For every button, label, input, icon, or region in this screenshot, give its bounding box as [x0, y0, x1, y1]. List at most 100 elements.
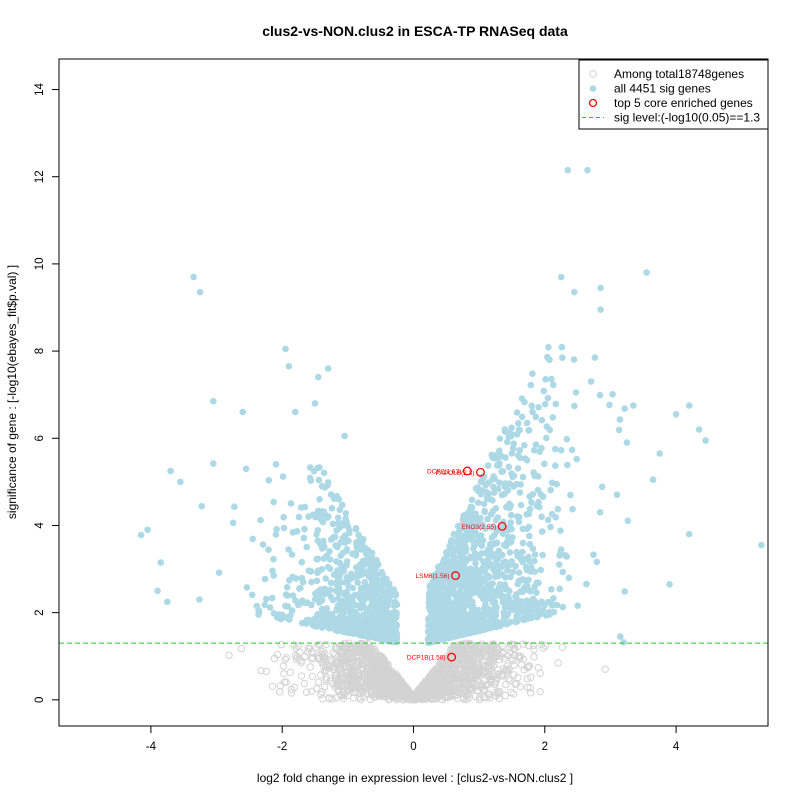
sig-point: [533, 589, 540, 596]
sig-point: [528, 499, 535, 506]
sig-point: [621, 588, 628, 595]
sig-point: [263, 595, 270, 603]
sig-point: [483, 573, 490, 581]
sig-point: [266, 604, 274, 611]
nonsig-point: [292, 644, 300, 652]
nonsig-point: [536, 687, 544, 696]
sig-point: [382, 602, 390, 609]
sig-point: [255, 608, 263, 615]
nonsig-point: [489, 672, 497, 680]
y-tick-label: 14: [34, 83, 46, 96]
sig-point: [531, 551, 539, 558]
y-tick-label: 0: [34, 697, 46, 703]
sig-point: [538, 513, 545, 521]
sig-point: [584, 166, 591, 174]
sig-point: [515, 420, 522, 427]
sig-point: [365, 573, 373, 580]
sig-point: [425, 637, 432, 644]
sig-point: [288, 551, 296, 558]
sig-point: [337, 539, 345, 546]
sig-point: [516, 489, 524, 496]
sig-point: [531, 568, 538, 576]
nonsig-point: [276, 682, 285, 690]
sig-point: [319, 518, 327, 526]
sig-point: [383, 609, 391, 616]
sig-point: [518, 603, 526, 611]
legend-label-core: top 5 core enriched genes: [614, 96, 753, 110]
nonsig-point: [320, 667, 329, 676]
sig-point: [354, 613, 361, 620]
sig-point: [348, 596, 356, 604]
sig-point: [685, 530, 693, 538]
sig-point: [447, 542, 455, 549]
sig-point: [432, 632, 440, 639]
nonsig-point: [525, 662, 534, 670]
sig-point: [495, 462, 503, 469]
legend-label-sig: all 4451 sig genes: [614, 82, 711, 96]
nonsig-point: [393, 695, 401, 704]
sig-point: [288, 607, 296, 614]
sig-point: [535, 498, 542, 506]
core-gene-point: [476, 467, 485, 477]
sig-point: [656, 450, 663, 457]
core-gene-point: [447, 652, 457, 662]
sig-point: [526, 493, 533, 500]
nonsig-point: [376, 688, 384, 696]
sig-point: [562, 552, 569, 559]
nonsig-point: [358, 645, 366, 653]
sig-point: [480, 500, 488, 508]
nonsig-point: [500, 654, 508, 663]
nonsig-point: [476, 693, 484, 702]
sig-point: [392, 590, 400, 598]
sig-point: [327, 491, 335, 498]
sig-point: [447, 579, 455, 586]
sig-point: [428, 618, 435, 626]
sig-point: [596, 509, 604, 516]
nonsig-point: [530, 653, 538, 661]
sig-point: [558, 343, 566, 351]
nonsig-point: [348, 666, 356, 674]
x-tick-label: 0: [410, 741, 416, 753]
plot-frame: [58, 58, 769, 727]
core-gene-label: DCP1B(1.58): [407, 655, 446, 662]
sig-point: [539, 607, 546, 614]
legend-symbol-nonsig: [589, 70, 597, 78]
sig-point: [541, 460, 548, 468]
sig-point: [543, 434, 550, 442]
nonsig-point: [438, 658, 446, 667]
sig-point: [596, 391, 604, 399]
sig-point: [177, 478, 184, 486]
x-tick-label: 4: [673, 741, 680, 753]
sig-point: [391, 608, 398, 616]
sig-point: [324, 614, 332, 621]
sig-point: [567, 491, 574, 499]
sig-point: [327, 586, 334, 594]
sig-point: [196, 288, 204, 296]
sig-point: [318, 566, 326, 573]
sig-point: [307, 477, 315, 485]
sig-point: [426, 597, 434, 604]
nonsig-point: [385, 688, 393, 697]
nonsig-point: [300, 679, 309, 688]
sig-point: [339, 603, 347, 611]
nonsig-point: [432, 694, 440, 702]
sig-point: [385, 590, 392, 597]
sig-point: [488, 524, 496, 531]
sig-point: [542, 376, 549, 383]
nonsig-point: [456, 644, 464, 653]
nonsig-point: [225, 651, 233, 659]
nonsig-point: [541, 642, 550, 650]
sig-point: [295, 513, 303, 521]
sig-point: [297, 504, 305, 511]
nonsig-point: [481, 651, 489, 660]
sig-point: [347, 570, 355, 578]
sig-point: [248, 591, 256, 599]
sig-point: [530, 470, 538, 477]
nonsig-point: [320, 658, 328, 666]
sig-point: [440, 635, 448, 642]
nonsig-point: [526, 684, 534, 692]
sig-point: [311, 618, 318, 625]
nonsig-point: [449, 643, 457, 651]
sig-point: [457, 596, 464, 603]
sig-point: [331, 624, 339, 631]
